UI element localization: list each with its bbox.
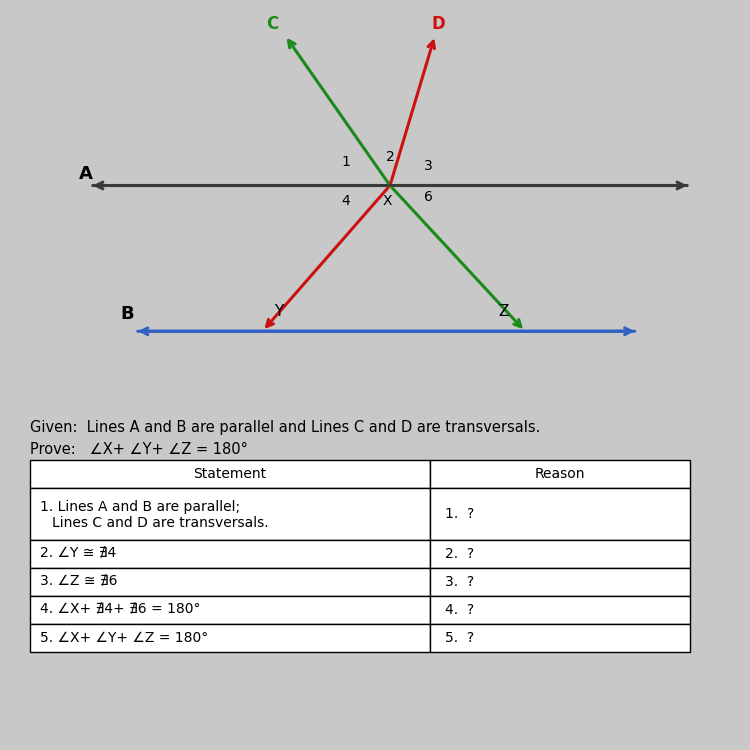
Text: X: X — [382, 194, 392, 208]
Bar — [30, 488, 430, 540]
Text: Given:  Lines A and B are parallel and Lines C and D are transversals.: Given: Lines A and B are parallel and Li… — [30, 419, 540, 434]
Text: 2.  ?: 2. ? — [445, 547, 474, 561]
Text: Prove:   ∠X+ ∠Y+ ∠Z = 180°: Prove: ∠X+ ∠Y+ ∠Z = 180° — [30, 442, 248, 457]
Bar — [30, 460, 430, 488]
Text: Z: Z — [499, 304, 509, 319]
Bar — [430, 488, 690, 540]
Bar — [30, 540, 430, 568]
Text: B: B — [120, 304, 134, 322]
Text: C: C — [266, 15, 278, 33]
Bar — [30, 624, 430, 652]
Text: 3: 3 — [424, 159, 433, 173]
Bar — [30, 568, 430, 596]
Bar — [430, 460, 690, 488]
Text: 3. ∠Z ≅ ∄6: 3. ∠Z ≅ ∄6 — [40, 574, 118, 589]
Text: D: D — [431, 15, 445, 33]
Text: 2. ∠Y ≅ ∄4: 2. ∠Y ≅ ∄4 — [40, 547, 116, 561]
Text: Y: Y — [274, 304, 283, 319]
Text: 4. ∠X+ ∄4+ ∄6 = 180°: 4. ∠X+ ∄4+ ∄6 = 180° — [40, 603, 200, 616]
Text: A: A — [79, 166, 93, 184]
Bar — [30, 596, 430, 624]
Text: Lines C and D are transversals.: Lines C and D are transversals. — [52, 516, 268, 530]
Text: 5.  ?: 5. ? — [445, 631, 474, 645]
Text: 6: 6 — [424, 190, 433, 204]
Text: Statement: Statement — [194, 466, 266, 481]
Bar — [430, 624, 690, 652]
Bar — [430, 568, 690, 596]
Text: 4.  ?: 4. ? — [445, 603, 474, 616]
Text: 2: 2 — [386, 150, 395, 164]
Text: 5. ∠X+ ∠Y+ ∠Z = 180°: 5. ∠X+ ∠Y+ ∠Z = 180° — [40, 631, 209, 645]
Bar — [430, 596, 690, 624]
Text: 1: 1 — [341, 154, 350, 169]
Text: 1. Lines A and B are parallel;: 1. Lines A and B are parallel; — [40, 500, 240, 514]
Text: 4: 4 — [341, 194, 350, 208]
Text: Reason: Reason — [535, 466, 585, 481]
Bar — [430, 540, 690, 568]
Text: 3.  ?: 3. ? — [445, 574, 474, 589]
Text: 1.  ?: 1. ? — [445, 507, 474, 520]
